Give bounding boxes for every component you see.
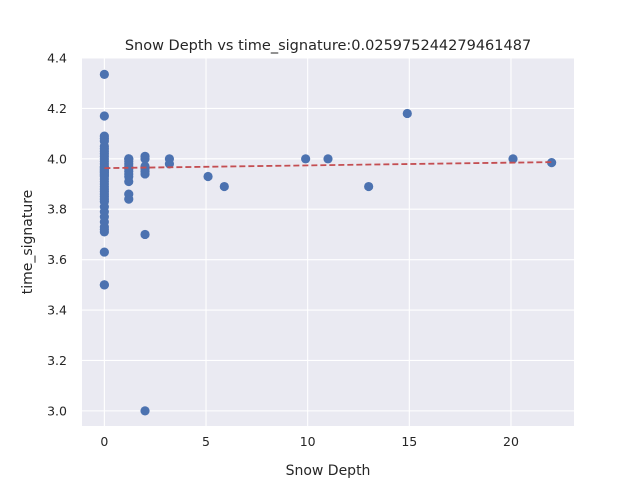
data-point [99,224,109,234]
data-point [219,181,229,192]
data-point [99,194,109,204]
y-tick-label: 3.2 [47,353,67,368]
data-point [164,159,175,169]
data-point [99,69,109,79]
chart-title: Snow Depth vs time_signature:0.025975244… [125,38,531,54]
y-tick-label: 3.6 [47,252,67,267]
trend-line [104,161,552,170]
data-point [508,154,518,164]
y-tick-label: 3.8 [47,202,67,217]
y-tick-label: 4.0 [47,151,67,166]
data-points [99,69,557,416]
y-axis-label: time_signature [20,190,36,295]
y-tick-label: 4.4 [47,51,67,66]
data-point [402,108,412,119]
data-point [124,194,134,204]
data-point [140,154,150,164]
x-tick-label: 0 [100,434,108,449]
data-point [140,406,150,416]
data-point [323,154,333,164]
x-tick-label: 10 [300,434,316,449]
y-tick-label: 3.0 [47,403,67,418]
plot-area [82,58,574,426]
grid-lines [82,57,574,426]
data-point [124,176,134,187]
data-point [140,229,150,240]
data-point [364,181,374,192]
x-tick-labels: 0 5 10 15 20 [100,434,519,449]
data-point [124,154,134,164]
x-tick-label: 15 [401,434,417,449]
data-point [140,169,150,179]
y-tick-labels: 3.0 3.2 3.4 3.6 3.8 4.0 4.2 4.4 [47,51,67,419]
data-point [99,280,109,290]
x-axis-label: Snow Depth [286,463,371,479]
data-point [99,247,109,257]
x-tick-label: 20 [503,434,519,449]
data-point [547,158,557,168]
y-tick-label: 4.2 [47,101,67,116]
y-tick-label: 3.4 [47,303,67,318]
data-point [301,154,311,164]
x-tick-label: 5 [202,434,210,449]
data-point [203,171,213,182]
trend-line-segment [104,161,552,170]
data-point [99,111,109,121]
